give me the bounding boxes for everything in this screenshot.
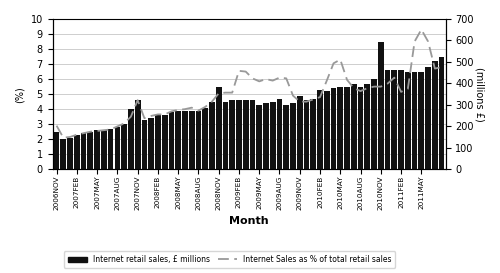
Bar [94,130,100,169]
Bar [88,132,93,169]
Bar [155,115,161,169]
Bar [330,88,336,169]
Bar [324,91,330,169]
Bar [412,72,418,169]
Bar [114,127,120,169]
Bar [189,111,194,169]
Bar [438,57,444,169]
Bar [135,100,140,169]
Bar [432,61,438,169]
Bar [344,87,350,169]
Bar [371,79,377,169]
Bar [122,124,127,169]
Bar [209,102,215,169]
Bar [230,100,235,169]
Bar [425,67,431,169]
Bar [378,41,384,169]
Bar [297,96,302,169]
Bar [243,100,248,169]
Legend: Internet retail sales, £ millions, Internet Sales as % of total retail sales: Internet retail sales, £ millions, Inter… [64,251,395,268]
Y-axis label: (millions £): (millions £) [475,67,485,121]
Bar [290,103,296,169]
Bar [80,133,86,169]
Bar [168,112,174,169]
Bar [338,87,343,169]
Bar [276,99,282,169]
X-axis label: Month: Month [230,216,269,225]
Bar [101,130,106,169]
Bar [392,70,397,169]
Bar [358,87,364,169]
Bar [162,115,168,169]
Bar [202,108,208,169]
Y-axis label: (%): (%) [15,86,25,102]
Bar [236,100,242,169]
Bar [364,84,370,169]
Bar [304,100,310,169]
Bar [317,90,323,169]
Bar [74,135,80,169]
Bar [270,102,276,169]
Bar [418,72,424,169]
Bar [398,70,404,169]
Bar [176,111,181,169]
Bar [108,129,114,169]
Bar [256,105,262,169]
Bar [216,87,222,169]
Bar [67,138,73,169]
Bar [142,120,148,169]
Bar [384,70,390,169]
Bar [128,109,134,169]
Bar [196,111,202,169]
Bar [284,105,289,169]
Bar [54,132,60,169]
Bar [405,72,410,169]
Bar [351,84,356,169]
Bar [310,99,316,169]
Bar [60,139,66,169]
Bar [222,102,228,169]
Bar [148,118,154,169]
Bar [263,103,269,169]
Bar [250,100,256,169]
Bar [182,111,188,169]
